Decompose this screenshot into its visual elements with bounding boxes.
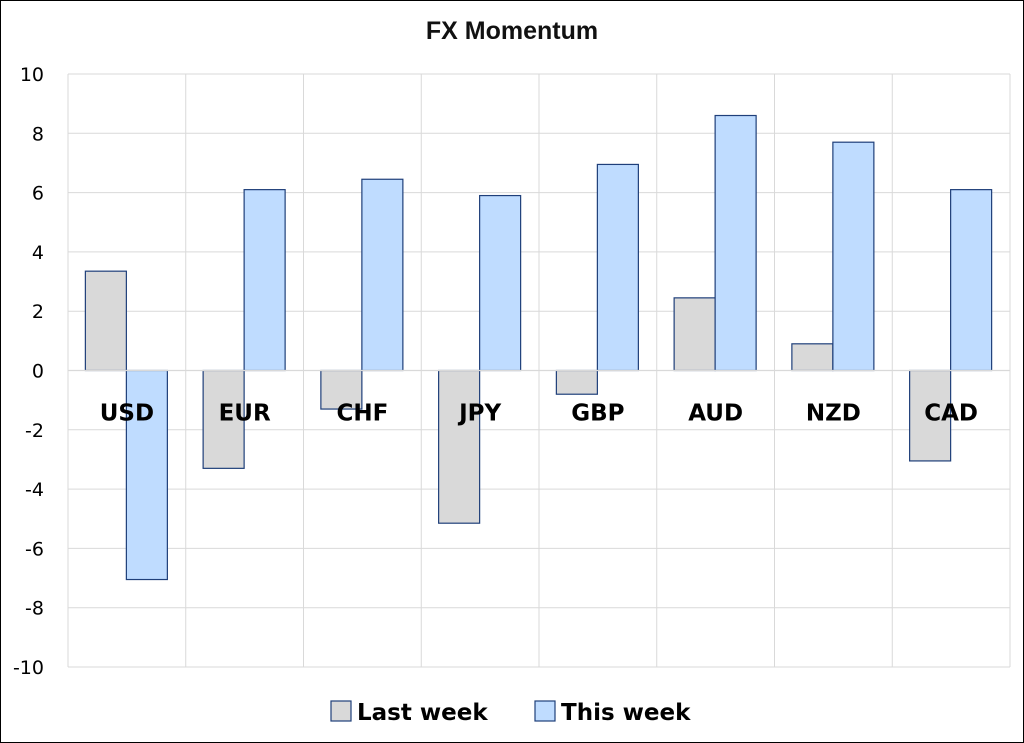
bar-last-week-eur [202, 369, 245, 469]
category-label-usd: USD [100, 401, 154, 427]
y-tick-label: 6 [32, 183, 44, 205]
category-label-jpy: JPY [457, 401, 501, 427]
bar-this-week-cad [950, 189, 993, 372]
bar-this-week-gbp [596, 163, 639, 372]
category-label-nzd: NZD [806, 401, 861, 427]
bar-this-week-aud [714, 114, 757, 372]
y-tick-label: 4 [32, 242, 44, 264]
category-label-chf: CHF [336, 401, 388, 427]
y-tick-label: 8 [32, 123, 44, 145]
bar-this-week-chf [361, 178, 404, 372]
y-tick-label: -4 [25, 479, 44, 501]
y-tick-label: 0 [32, 361, 44, 383]
bar-last-week-nzd [791, 343, 834, 372]
legend-label-last-week: Last week [357, 700, 488, 726]
bar-last-week-gbp [555, 369, 598, 395]
y-tick-label: -6 [25, 538, 44, 560]
legend-swatch-this-week [534, 700, 556, 722]
y-tick-label: 10 [20, 64, 44, 86]
y-tick-label: -10 [13, 657, 44, 679]
category-label-gbp: GBP [571, 401, 624, 427]
bar-last-week-usd [84, 270, 127, 372]
bar-this-week-nzd [832, 141, 875, 372]
y-tick-label: -2 [25, 420, 44, 442]
bar-this-week-usd [125, 369, 168, 581]
legend-label-this-week: This week [561, 700, 691, 726]
y-tick-label: 2 [32, 301, 44, 323]
category-label-eur: EUR [219, 401, 271, 427]
chart-title: FX Momentum [426, 17, 598, 45]
y-tick-label: -8 [25, 598, 44, 620]
bar-this-week-eur [243, 189, 286, 372]
category-label-cad: CAD [924, 401, 978, 427]
bars [84, 114, 993, 581]
y-axis-ticks: 10 8 6 4 2 0 -2 -4 -6 -8 -10 [13, 64, 44, 679]
bar-this-week-jpy [479, 194, 522, 372]
legend: Last week This week [330, 700, 691, 726]
bar-last-week-jpy [438, 369, 481, 524]
bar-last-week-chf [320, 369, 363, 410]
category-labels: USD EUR CHF JPY GBP AUD NZD CAD [100, 401, 978, 427]
category-label-aud: AUD [688, 401, 743, 427]
bar-last-week-aud [673, 297, 716, 372]
legend-swatch-last-week [330, 700, 352, 722]
